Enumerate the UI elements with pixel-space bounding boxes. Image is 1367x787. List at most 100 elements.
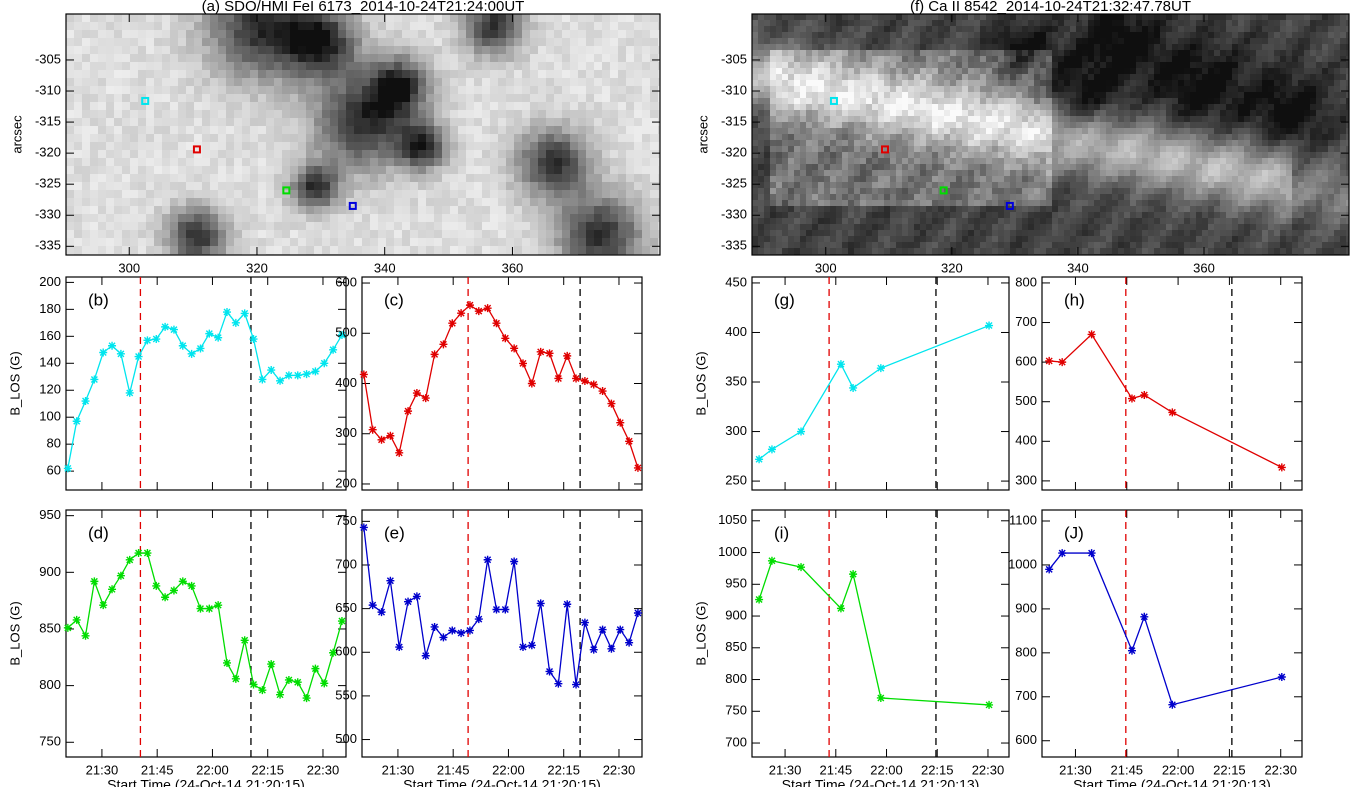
image-pixel bbox=[570, 94, 578, 102]
image-pixel bbox=[1232, 74, 1238, 80]
image-pixel bbox=[968, 80, 974, 86]
image-pixel bbox=[818, 128, 824, 134]
image-pixel bbox=[210, 214, 218, 222]
image-pixel bbox=[554, 206, 562, 214]
image-pixel bbox=[354, 150, 362, 158]
image-pixel bbox=[506, 222, 514, 230]
image-pixel bbox=[752, 26, 758, 32]
image-pixel bbox=[146, 238, 154, 246]
image-pixel bbox=[1076, 80, 1082, 86]
image-pixel bbox=[1028, 116, 1034, 122]
image-pixel bbox=[434, 86, 442, 94]
image-pixel bbox=[758, 140, 764, 146]
image-pixel bbox=[458, 206, 466, 214]
image-pixel bbox=[1238, 146, 1244, 152]
image-pixel bbox=[1058, 158, 1064, 164]
image-pixel bbox=[836, 26, 842, 32]
image-pixel bbox=[908, 26, 914, 32]
image-pixel bbox=[146, 174, 154, 182]
image-pixel bbox=[602, 214, 610, 222]
image-pixel bbox=[450, 158, 458, 166]
image-pixel bbox=[968, 50, 974, 56]
image-pixel bbox=[842, 56, 848, 62]
image-pixel bbox=[138, 62, 146, 70]
image-pixel bbox=[1280, 164, 1286, 170]
image-pixel bbox=[818, 68, 824, 74]
image-pixel bbox=[546, 54, 554, 62]
image-pixel bbox=[1172, 50, 1178, 56]
image-pixel bbox=[362, 94, 370, 102]
image-pixel bbox=[1256, 26, 1262, 32]
image-pixel bbox=[1250, 116, 1256, 122]
image-pixel bbox=[570, 246, 578, 254]
image-pixel bbox=[1262, 74, 1268, 80]
image-pixel bbox=[258, 46, 266, 54]
image-pixel bbox=[346, 238, 354, 246]
image-pixel bbox=[498, 102, 506, 110]
image-pixel bbox=[498, 206, 506, 214]
image-pixel bbox=[1034, 80, 1040, 86]
image-pixel bbox=[578, 198, 586, 206]
image-pixel bbox=[980, 86, 986, 92]
image-pixel bbox=[626, 110, 634, 118]
image-pixel bbox=[1280, 80, 1286, 86]
image-pixel bbox=[1232, 98, 1238, 104]
image-pixel bbox=[1256, 158, 1262, 164]
image-pixel bbox=[1316, 158, 1322, 164]
image-pixel bbox=[114, 238, 122, 246]
image-pixel bbox=[842, 68, 848, 74]
image-pixel bbox=[642, 190, 650, 198]
image-pixel bbox=[522, 206, 530, 214]
image-pixel bbox=[282, 126, 290, 134]
image-pixel bbox=[506, 118, 514, 126]
image-pixel bbox=[1250, 164, 1256, 170]
image-pixel bbox=[234, 22, 242, 30]
image-pixel bbox=[426, 182, 434, 190]
image-pixel bbox=[872, 38, 878, 44]
image-pixel bbox=[266, 78, 274, 86]
image-pixel bbox=[106, 54, 114, 62]
image-pixel bbox=[884, 86, 890, 92]
image-pixel bbox=[610, 86, 618, 94]
image-pixel bbox=[890, 86, 896, 92]
image-pixel bbox=[1094, 146, 1100, 152]
image-pixel bbox=[138, 14, 146, 22]
image-pixel bbox=[410, 214, 418, 222]
image-pixel bbox=[322, 198, 330, 206]
image-pixel bbox=[218, 62, 226, 70]
image-pixel bbox=[1040, 68, 1046, 74]
image-pixel bbox=[634, 46, 642, 54]
image-pixel bbox=[1046, 134, 1052, 140]
image-pixel bbox=[1328, 86, 1334, 92]
image-pixel bbox=[346, 134, 354, 142]
image-pixel bbox=[752, 158, 758, 164]
image-pixel bbox=[932, 26, 938, 32]
image-pixel bbox=[1322, 32, 1328, 38]
image-pixel bbox=[842, 50, 848, 56]
image-pixel bbox=[1082, 152, 1088, 158]
image-pixel bbox=[394, 230, 402, 238]
image-pixel bbox=[1202, 44, 1208, 50]
image-pixel bbox=[362, 238, 370, 246]
image-pixel bbox=[1064, 74, 1070, 80]
image-pixel bbox=[178, 62, 186, 70]
image-pixel bbox=[1262, 110, 1268, 116]
image-pixel bbox=[626, 230, 634, 238]
image-pixel bbox=[998, 56, 1004, 62]
image-pixel bbox=[1016, 32, 1022, 38]
image-pixel bbox=[402, 238, 410, 246]
image-pixel bbox=[1082, 80, 1088, 86]
image-pixel bbox=[226, 166, 234, 174]
image-pixel bbox=[1076, 110, 1082, 116]
image-pixel bbox=[194, 86, 202, 94]
image-pixel bbox=[522, 166, 530, 174]
image-pixel bbox=[1160, 38, 1166, 44]
image-pixel bbox=[330, 150, 338, 158]
image-pixel bbox=[210, 158, 218, 166]
image-pixel bbox=[162, 78, 170, 86]
image-pixel bbox=[1304, 164, 1310, 170]
image-pixel bbox=[1130, 158, 1136, 164]
image-pixel bbox=[82, 222, 90, 230]
image-pixel bbox=[968, 44, 974, 50]
image-pixel bbox=[202, 30, 210, 38]
